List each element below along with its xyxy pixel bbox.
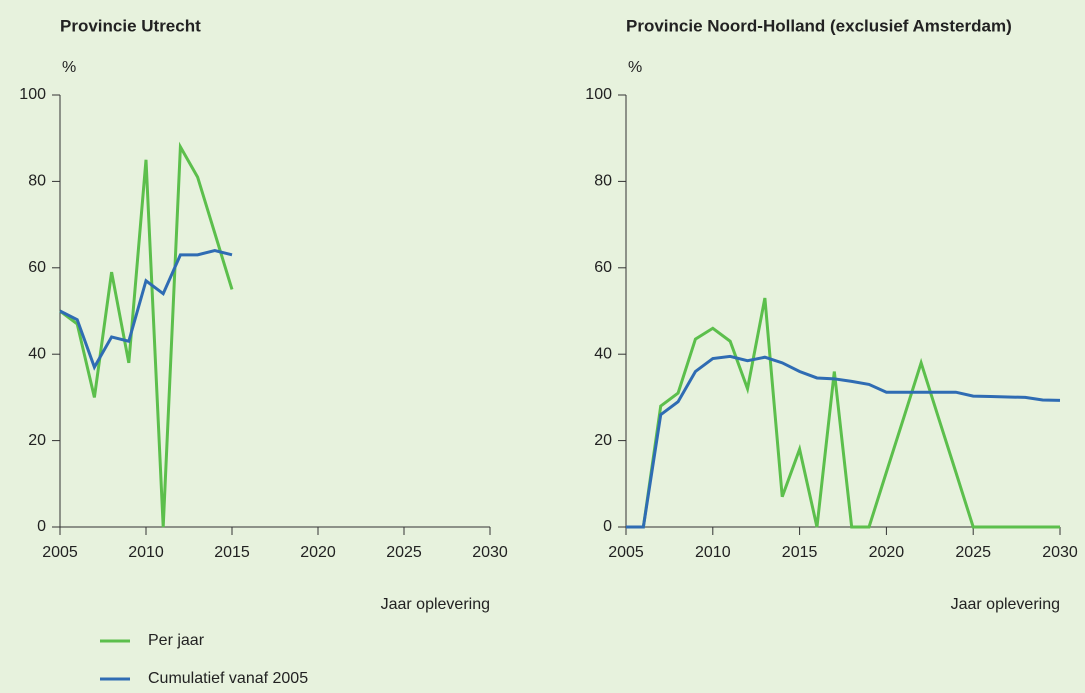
x-tick-label: 2015 [782,544,818,561]
x-tick-label: 2030 [1042,544,1078,561]
x-tick-label: 2005 [608,544,644,561]
y-tick-label: 80 [28,173,46,190]
x-tick-label: 2030 [472,544,508,561]
y-axis-label: % [62,59,76,76]
y-tick-label: 40 [28,345,46,362]
y-tick-label: 100 [19,86,46,103]
legend-label: Cumulatief vanaf 2005 [148,670,308,687]
x-axis-label: Jaar oplevering [951,596,1060,613]
x-tick-label: 2025 [955,544,991,561]
series-line [59,248,233,371]
y-tick-label: 0 [37,518,46,535]
legend-label: Per jaar [148,632,205,649]
y-tick-label: 60 [594,259,612,276]
y-tick-label: 20 [28,432,46,449]
x-tick-label: 2010 [695,544,731,561]
y-tick-label: 60 [28,259,46,276]
y-axis-label: % [628,59,642,76]
y-tick-label: 0 [603,518,612,535]
x-tick-label: 2025 [386,544,422,561]
x-tick-label: 2005 [42,544,78,561]
y-tick-label: 20 [594,432,612,449]
series-line [59,141,234,528]
x-axis-label: Jaar oplevering [381,596,490,613]
chart-title: Provincie Noord-Holland (exclusief Amste… [626,16,1012,35]
y-tick-label: 40 [594,345,612,362]
x-tick-label: 2010 [128,544,164,561]
x-tick-label: 2020 [869,544,905,561]
y-tick-label: 100 [585,86,612,103]
series-line [626,354,1061,529]
chart-title: Provincie Utrecht [60,16,201,35]
y-tick-label: 80 [594,173,612,190]
series-line [626,297,1060,529]
x-tick-label: 2020 [300,544,336,561]
x-tick-label: 2015 [214,544,250,561]
